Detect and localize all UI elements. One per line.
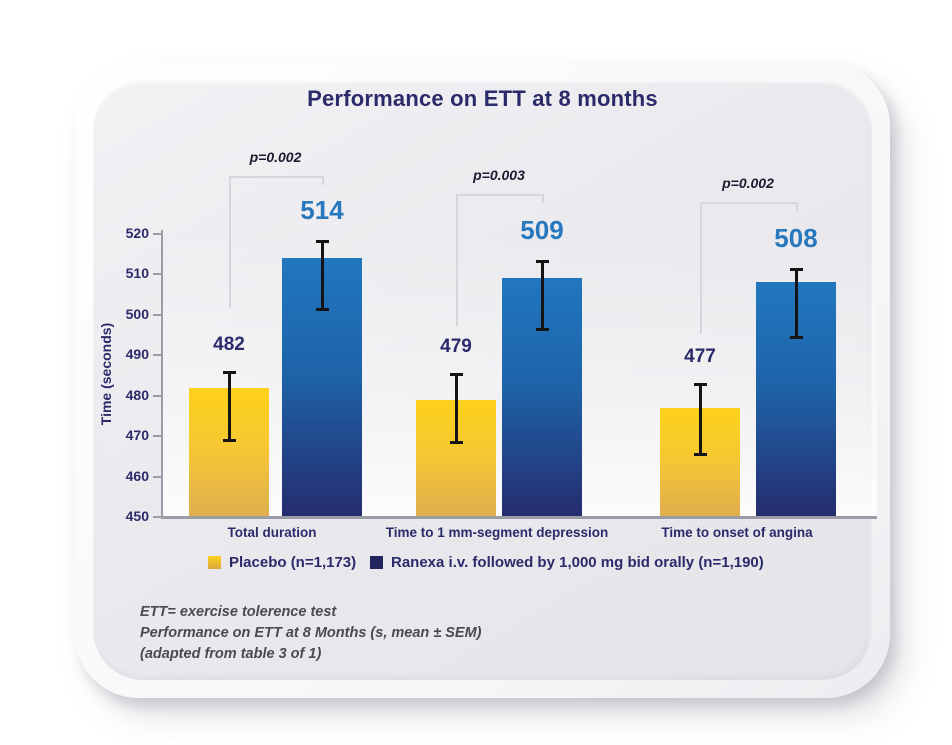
ranexa-swatch-icon	[370, 556, 383, 569]
significance-bracket-right	[796, 202, 798, 211]
significance-bracket-right	[542, 194, 544, 203]
x-axis-line	[161, 516, 877, 519]
category-label: Time to 1 mm-segment depression	[385, 525, 609, 540]
significance-bracket-left	[229, 176, 231, 308]
footnote-line: ETT= exercise tolerence test	[140, 604, 337, 620]
y-tick-mark	[153, 394, 161, 397]
p-value-label: p=0.002	[249, 149, 302, 165]
value-label: 508	[774, 223, 818, 254]
y-tick-label: 480	[125, 386, 149, 403]
value-label: 477	[684, 346, 716, 368]
chart-card: Performance on ETT at 8 months Time (sec…	[75, 62, 890, 698]
significance-bracket-left	[700, 202, 702, 334]
y-tick-label: 450	[125, 508, 149, 524]
chart-title: Performance on ETT at 8 months	[307, 86, 658, 111]
footnote-line: (adapted from table 3 of 1)	[140, 646, 322, 662]
legend-item-placebo: Placebo (n=1,173)	[208, 554, 356, 571]
y-tick-mark	[153, 313, 161, 316]
y-tick-mark	[153, 516, 161, 518]
y-tick-label: 470	[125, 427, 149, 444]
y-tick-label: 500	[125, 305, 149, 322]
y-tick-mark	[153, 354, 161, 357]
category-label: Time to onset of angina	[661, 525, 813, 540]
significance-bracket-right	[322, 176, 324, 185]
value-label: 509	[520, 215, 564, 246]
y-axis-line	[161, 230, 163, 517]
error-bar	[222, 371, 236, 443]
significance-bracket-top	[229, 176, 324, 178]
footnotes: ETT= exercise tolerence test Performance…	[140, 602, 482, 665]
y-tick-label: 520	[125, 224, 149, 241]
y-tick-mark	[153, 435, 161, 438]
placebo-swatch-icon	[208, 556, 221, 569]
footnote-line: Performance on ETT at 8 Months (s, mean …	[140, 625, 482, 641]
error-bar	[315, 239, 329, 311]
y-tick-mark	[153, 232, 161, 235]
category-label: Total duration	[227, 525, 317, 540]
y-tick-label: 490	[125, 346, 149, 363]
significance-bracket-top	[700, 202, 798, 204]
significance-bracket-left	[456, 194, 458, 326]
legend-label: Placebo (n=1,173)	[229, 554, 357, 571]
y-tick-mark	[153, 475, 161, 478]
chart: Performance on ETT at 8 months Time (sec…	[75, 62, 890, 698]
value-label: 479	[440, 336, 472, 358]
error-bar	[789, 268, 803, 339]
error-bar	[449, 373, 463, 445]
legend: Placebo (n=1,173) Ranexa i.v. followed by…	[75, 554, 890, 576]
value-label: 482	[213, 334, 245, 356]
y-tick-label: 460	[125, 467, 149, 484]
p-value-label: p=0.003	[473, 167, 525, 183]
error-bar	[693, 383, 707, 457]
y-tick-label: 510	[125, 265, 149, 282]
p-value-label: p=0.002	[722, 175, 774, 191]
y-tick-mark	[153, 273, 161, 276]
value-label: 514	[300, 194, 344, 225]
legend-label: Ranexa i.v. followed by 1,000 mg bid ora…	[391, 554, 764, 571]
legend-item-ranexa: Ranexa i.v. followed by 1,000 mg bid ora…	[370, 554, 764, 571]
significance-bracket-top	[456, 194, 544, 196]
error-bar	[535, 260, 549, 331]
